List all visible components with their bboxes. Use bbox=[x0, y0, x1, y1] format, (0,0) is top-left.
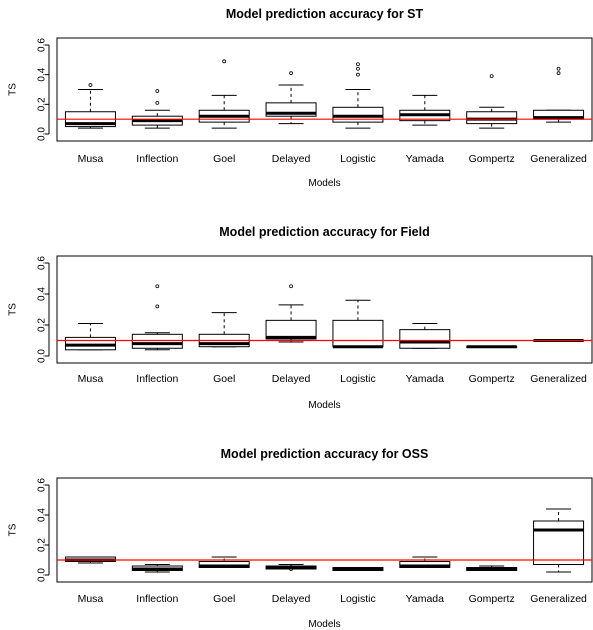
x-axis-label: Models bbox=[308, 400, 340, 411]
y-tick-label: 0.6 bbox=[37, 38, 48, 52]
box-inflection: Inflection bbox=[131, 564, 183, 605]
box-inflection: Inflection bbox=[131, 89, 183, 165]
box-musa: Musa bbox=[64, 322, 116, 385]
outlier-point bbox=[556, 71, 561, 76]
x-axis-label: Models bbox=[308, 619, 340, 630]
box-musa: Musa bbox=[64, 83, 116, 165]
y-tick-label: 0.0 bbox=[37, 568, 48, 582]
category-label: Inflection bbox=[136, 593, 178, 605]
outlier-point bbox=[289, 71, 293, 76]
plot-frame bbox=[56, 255, 593, 364]
y-tick-label: 0.2 bbox=[37, 318, 48, 332]
box-gompertz: Gompertz bbox=[466, 345, 518, 385]
category-label: Gompertz bbox=[469, 373, 515, 385]
category-label: Musa bbox=[78, 593, 104, 605]
outlier-point bbox=[356, 72, 360, 77]
y-axis-label: TS bbox=[8, 83, 19, 96]
iqr-box bbox=[64, 336, 116, 351]
category-label: Gompertz bbox=[469, 153, 515, 165]
iqr-box bbox=[131, 333, 183, 349]
iqr-box bbox=[332, 319, 384, 348]
outlier-point bbox=[356, 66, 360, 71]
outlier-point bbox=[155, 89, 160, 93]
outlier-point bbox=[88, 83, 93, 87]
chart-panel-3: Model prediction accuracy for OSS 0.0 0.2 0… bbox=[8, 447, 593, 630]
outlier-point bbox=[155, 100, 160, 105]
outlier-point bbox=[356, 62, 360, 67]
y-tick-label: 0.0 bbox=[37, 127, 48, 141]
category-label: Musa bbox=[78, 153, 104, 165]
iqr-box bbox=[265, 319, 317, 340]
box-yamada: Yamada bbox=[399, 94, 451, 165]
box-goel: Goel bbox=[198, 59, 250, 165]
iqr-box bbox=[533, 520, 585, 565]
outlier-point bbox=[155, 304, 160, 309]
x-axis-label: Models bbox=[308, 178, 340, 189]
category-label: Logistic bbox=[340, 153, 376, 165]
category-label: Generalized bbox=[530, 153, 587, 165]
category-label: Logistic bbox=[340, 373, 376, 385]
category-label: Yamada bbox=[406, 373, 444, 385]
category-label: Delayed bbox=[272, 593, 311, 605]
plot-frame bbox=[56, 477, 593, 583]
outlier-point bbox=[489, 74, 494, 79]
outlier-point bbox=[289, 284, 293, 289]
category-label: Yamada bbox=[406, 153, 444, 165]
box-gompertz: Gompertz bbox=[466, 565, 518, 605]
box-delayed: Delayed bbox=[265, 564, 317, 605]
box-yamada: Yamada bbox=[399, 322, 451, 385]
category-label: Logistic bbox=[340, 593, 376, 605]
box-delayed: Delayed bbox=[265, 71, 317, 165]
category-label: Generalized bbox=[530, 373, 587, 385]
category-label: Goel bbox=[213, 593, 235, 605]
category-label: Gompertz bbox=[469, 593, 515, 605]
outlier-point bbox=[155, 284, 160, 289]
y-tick-label: 0.6 bbox=[37, 256, 48, 270]
box-logistic: Logistic bbox=[332, 567, 384, 605]
plot-frame bbox=[56, 37, 593, 142]
box-musa: Musa bbox=[64, 556, 116, 605]
outlier-point bbox=[289, 567, 293, 571]
category-label: Yamada bbox=[406, 593, 444, 605]
box-delayed: Delayed bbox=[265, 284, 317, 385]
y-tick-label: 0.2 bbox=[37, 538, 48, 552]
y-axis-label: TS bbox=[8, 523, 19, 536]
y-tick-label: 0.4 bbox=[37, 287, 48, 301]
category-label: Generalized bbox=[530, 593, 587, 605]
y-tick-label: 0.0 bbox=[37, 349, 48, 363]
y-tick-label: 0.2 bbox=[37, 97, 48, 111]
chart-title: Model prediction accuracy for Field bbox=[219, 225, 429, 239]
category-label: Delayed bbox=[272, 153, 311, 165]
chart-panel-1: Model prediction accuracy for ST 0.0 0.2 0.… bbox=[8, 7, 593, 189]
y-tick-label: 0.4 bbox=[37, 67, 48, 81]
iqr-box bbox=[399, 329, 451, 349]
box-gompertz: Gompertz bbox=[466, 74, 518, 165]
chart-panel-2: Model prediction accuracy for Field 0.0 0.… bbox=[8, 225, 593, 411]
box-goel: Goel bbox=[198, 556, 250, 605]
box-logistic: Logistic bbox=[332, 299, 384, 385]
chart-title: Model prediction accuracy for ST bbox=[226, 7, 424, 21]
box-logistic: Logistic bbox=[332, 62, 384, 165]
category-label: Inflection bbox=[136, 153, 178, 165]
category-label: Goel bbox=[213, 373, 235, 385]
y-tick-label: 0.4 bbox=[37, 508, 48, 522]
category-label: Musa bbox=[78, 373, 104, 385]
box-yamada: Yamada bbox=[399, 556, 451, 605]
chart-title: Model prediction accuracy for OSS bbox=[221, 447, 429, 461]
box-generalized: Generalized bbox=[530, 508, 587, 605]
box-inflection: Inflection bbox=[131, 284, 183, 385]
outlier-point bbox=[556, 66, 561, 71]
box-goel: Goel bbox=[198, 312, 250, 385]
box-generalized: Generalized bbox=[530, 66, 587, 165]
outlier-point bbox=[222, 59, 227, 64]
category-label: Goel bbox=[213, 153, 235, 165]
y-tick-label: 0.6 bbox=[37, 478, 48, 492]
category-label: Delayed bbox=[272, 373, 311, 385]
category-label: Inflection bbox=[136, 373, 178, 385]
y-axis-label: TS bbox=[8, 303, 19, 316]
